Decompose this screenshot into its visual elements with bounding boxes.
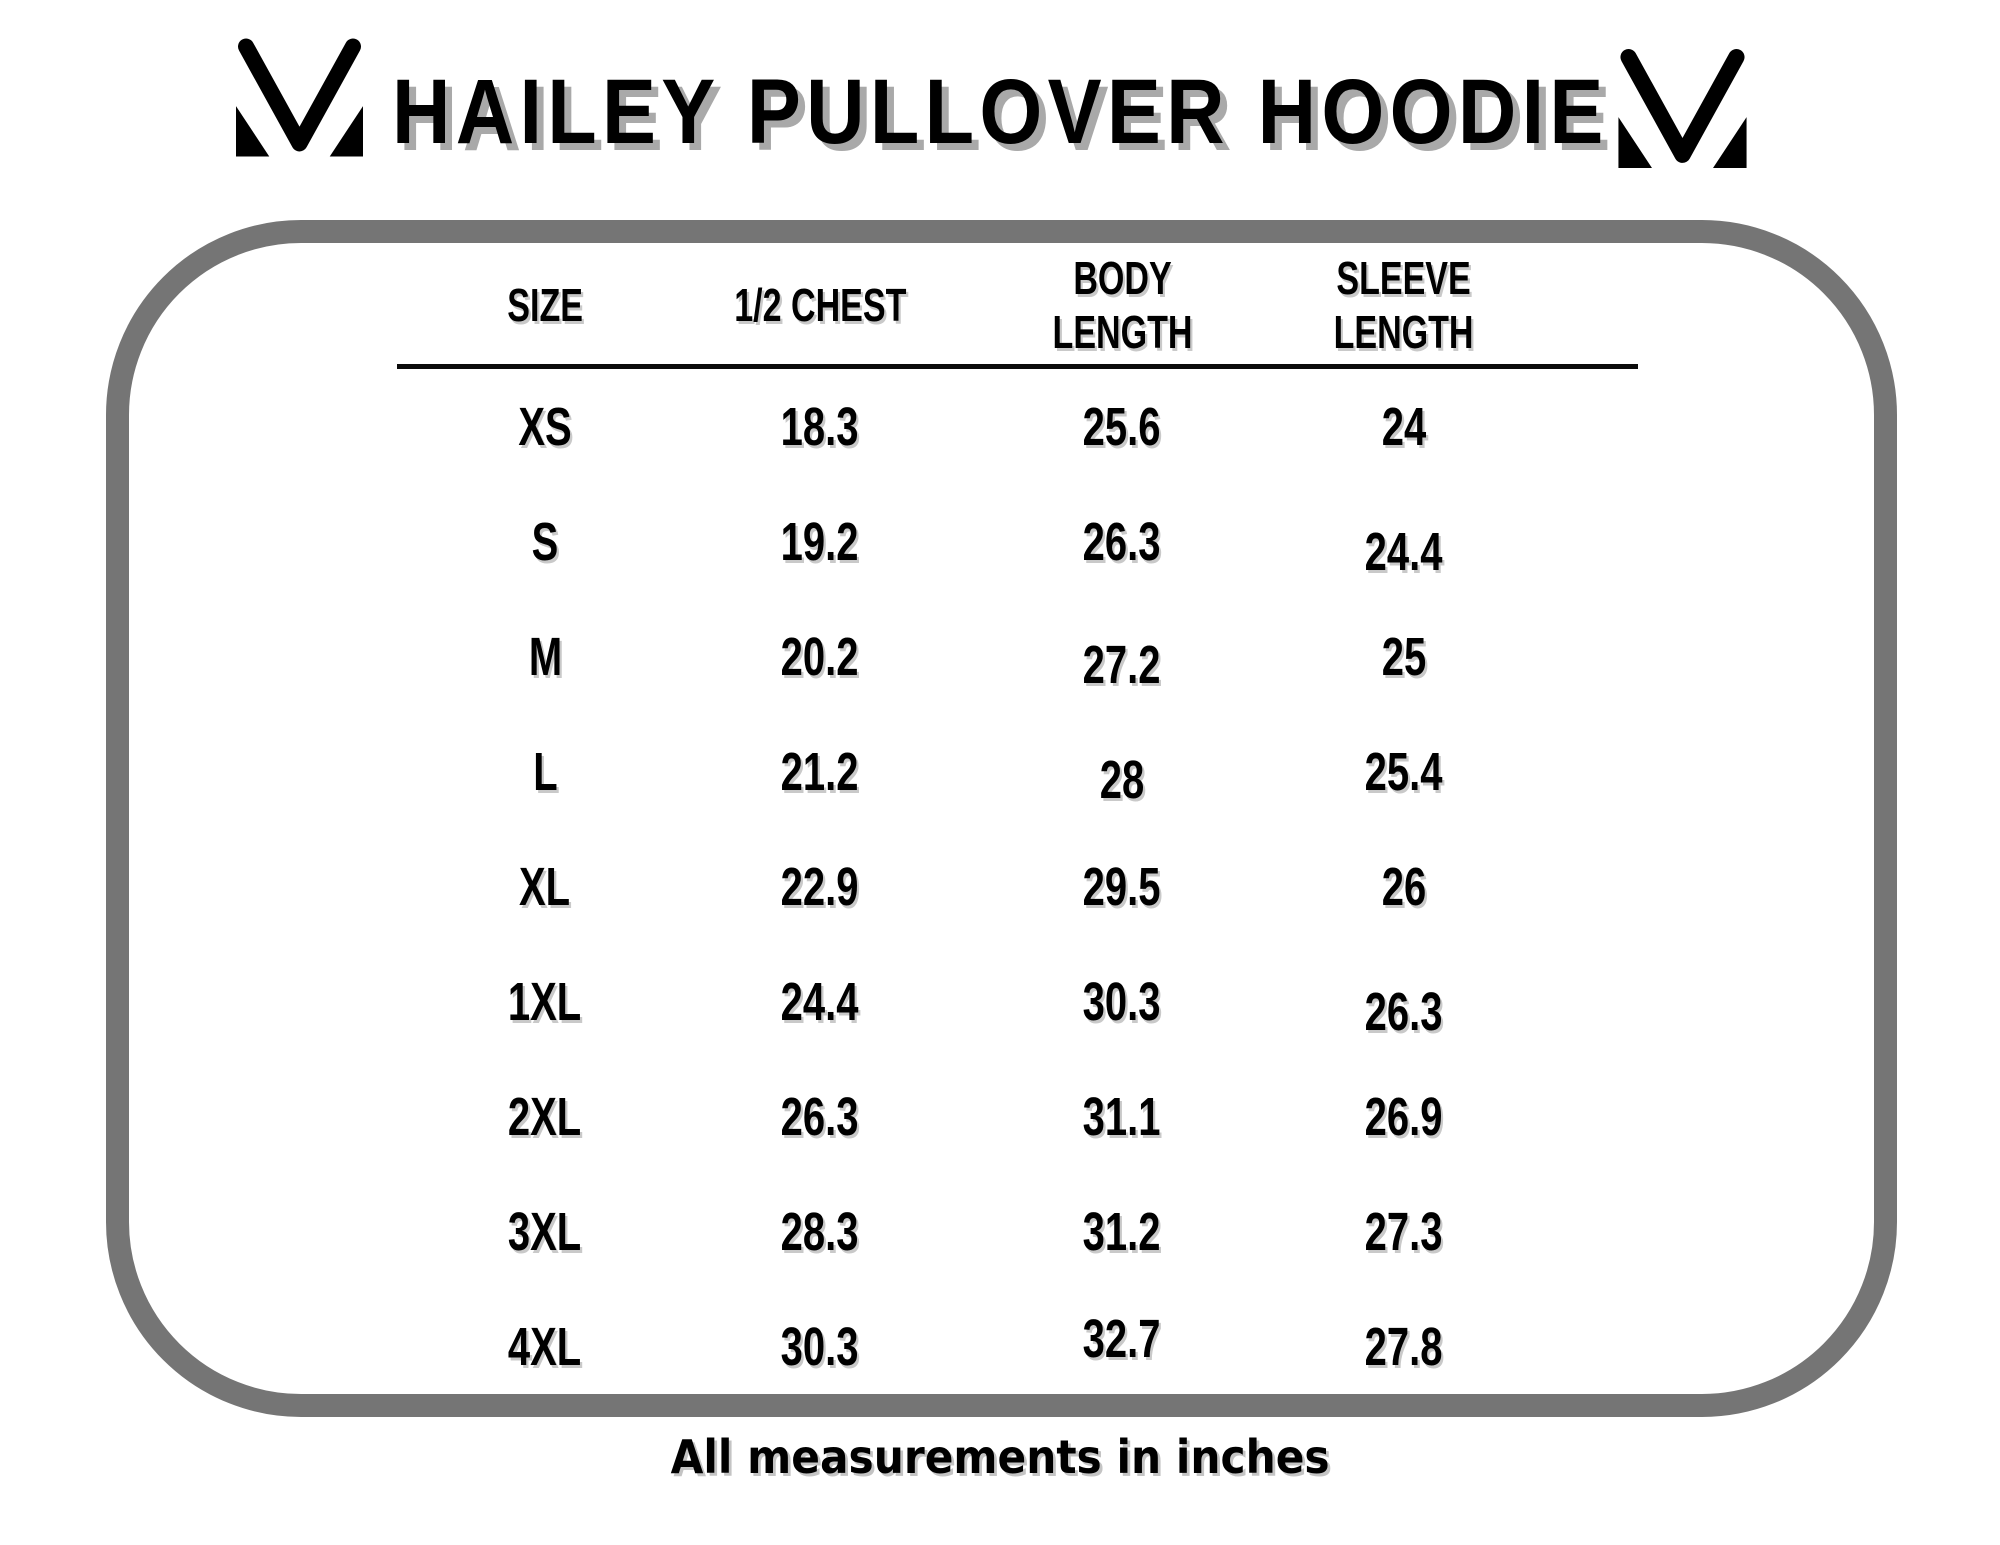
cell-xl-chest: 22.9 <box>781 856 859 917</box>
cell-l-chest: 21.2 <box>781 741 859 802</box>
column-header-half-chest: 1/2 CHEST <box>733 278 907 331</box>
cell-m-chest: 20.2 <box>781 626 859 687</box>
cell-xs-sleeve: 24 <box>1381 396 1427 457</box>
cell-1xl-body: 30.3 <box>1083 971 1161 1032</box>
row-label-2xl: 2XL <box>508 1086 582 1147</box>
cell-4xl-sleeve: 27.8 <box>1365 1316 1443 1377</box>
cell-3xl-body: 31.2 <box>1083 1201 1161 1262</box>
cell-l-sleeve: 25.4 <box>1365 741 1443 802</box>
cell-m-sleeve: 25 <box>1381 626 1427 687</box>
row-label-1xl: 1XL <box>508 971 582 1032</box>
cell-3xl-chest: 28.3 <box>781 1201 859 1262</box>
page-title: HAILEY PULLOVER HOODIE <box>0 66 2000 158</box>
cell-xl-body: 29.5 <box>1083 856 1161 917</box>
row-label-s: S <box>531 511 559 572</box>
cell-2xl-chest: 26.3 <box>781 1086 859 1147</box>
cell-xs-chest: 18.3 <box>781 396 859 457</box>
column-header-sleeve-length: SLEEVE LENGTH <box>1334 251 1474 358</box>
cell-xs-body: 25.6 <box>1083 396 1161 457</box>
header-divider <box>397 364 1638 369</box>
cell-m-body: 27.2 <box>1083 634 1161 695</box>
row-label-l: L <box>532 741 558 802</box>
column-header-size: SIZE <box>507 278 583 331</box>
page-title-text: HAILEY PULLOVER HOODIE <box>391 61 1609 163</box>
row-label-xl: XL <box>519 856 571 917</box>
cell-3xl-sleeve: 27.3 <box>1365 1201 1443 1262</box>
row-label-m: M <box>528 626 562 687</box>
cell-4xl-chest: 30.3 <box>781 1316 859 1377</box>
cell-s-sleeve: 24.4 <box>1365 521 1443 582</box>
size-table: SIZE 1/2 CHEST BODY LENGTH SLEEVE LENGTH… <box>380 240 1494 1405</box>
cell-l-body: 28 <box>1099 749 1145 810</box>
cell-2xl-sleeve: 26.9 <box>1365 1086 1443 1147</box>
row-label-3xl: 3XL <box>508 1201 582 1262</box>
measurements-note-text: All measurements in inches <box>670 1430 1330 1484</box>
cell-1xl-chest: 24.4 <box>781 971 859 1032</box>
cell-s-chest: 19.2 <box>781 511 859 572</box>
cell-2xl-body: 31.1 <box>1083 1086 1161 1147</box>
cell-1xl-sleeve: 26.3 <box>1365 981 1443 1042</box>
column-header-body-length: BODY LENGTH <box>1052 251 1192 358</box>
cell-s-body: 26.3 <box>1083 511 1161 572</box>
cell-xl-sleeve: 26 <box>1381 856 1427 917</box>
brand-logo-right-icon <box>1618 49 1747 168</box>
row-label-xs: XS <box>518 396 572 457</box>
size-chart-panel <box>106 220 1897 1417</box>
measurements-note: All measurements in inches <box>0 1430 2000 1485</box>
cell-4xl-body: 32.7 <box>1083 1308 1161 1369</box>
brand-logo-left-icon <box>236 38 363 157</box>
row-label-4xl: 4XL <box>508 1316 582 1377</box>
